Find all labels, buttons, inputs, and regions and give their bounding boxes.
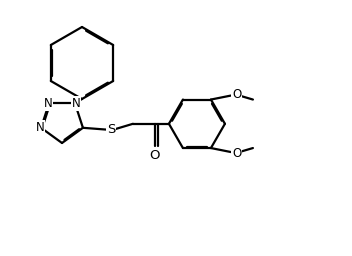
Text: O: O (232, 88, 241, 101)
Text: O: O (232, 146, 241, 159)
Text: S: S (107, 123, 115, 136)
Text: O: O (150, 149, 160, 162)
Text: N: N (71, 97, 80, 110)
Text: N: N (44, 97, 52, 110)
Text: N: N (36, 121, 44, 134)
